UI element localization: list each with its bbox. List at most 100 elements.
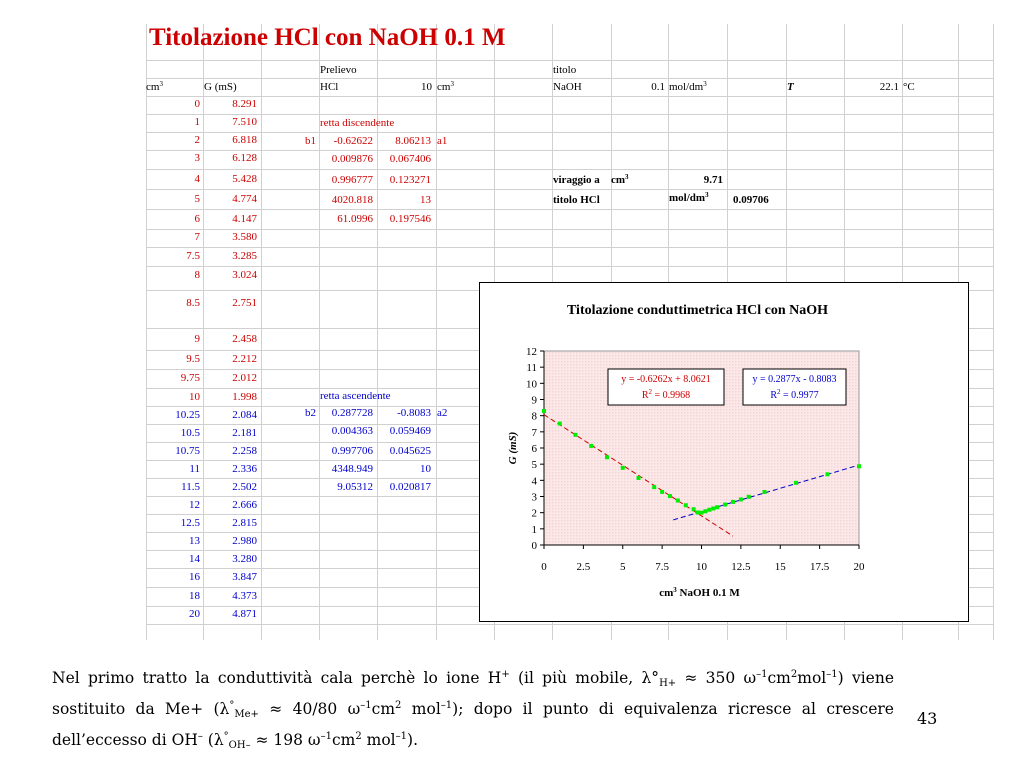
volume-cell: 9: [194, 333, 201, 345]
data-point: [857, 464, 861, 469]
data-point: [683, 503, 688, 508]
data-point: [695, 510, 700, 515]
b2-label: b2: [305, 407, 316, 419]
prelievo-label: Prelievo: [320, 64, 357, 76]
descending-line-label: retta discendente: [320, 117, 395, 129]
volume-cell: 20: [189, 608, 200, 620]
y-axis-label: G (mS): [507, 432, 519, 465]
naoh-label: NaOH: [553, 81, 582, 93]
x-tick-label: 7.5: [655, 561, 669, 573]
data-point: [715, 505, 720, 510]
data-point: [794, 480, 798, 485]
hcl-unit: cm3: [437, 80, 454, 94]
volume-cell: 18: [189, 590, 200, 602]
regression-stat-cell: 0.045625: [389, 445, 431, 457]
x-tick-label: 0: [541, 561, 547, 573]
volume-cell: 6: [194, 213, 201, 225]
data-point: [762, 489, 767, 494]
volume-cell: 8.5: [186, 297, 200, 309]
viraggio-label: viraggio a: [553, 174, 600, 186]
temperature-symbol: T: [787, 81, 794, 93]
conductance-cell: 2.258: [232, 445, 257, 457]
conductance-cell: 2.666: [232, 499, 257, 511]
conductance-cell: 2.336: [232, 463, 257, 475]
titolo-hcl-unit: mol/dm3: [669, 191, 709, 205]
regression-stat-cell: -0.8083: [397, 407, 431, 419]
chart-canvas: Titolazione conduttimetrica HCl con NaOH…: [507, 303, 865, 599]
conductance-cell: 8.291: [232, 98, 257, 110]
volume-cell: 12.5: [180, 517, 200, 529]
column-header-volume: cm3: [146, 80, 163, 94]
data-point: [825, 472, 830, 477]
data-point: [707, 507, 712, 512]
x-axis-label: cm3 NaOH 0.1 M: [659, 586, 740, 599]
equation-box-1: [607, 368, 725, 406]
y-tick-label: 6: [532, 443, 538, 455]
data-point: [746, 494, 751, 499]
volume-cell: 9.5: [186, 353, 200, 365]
page-number: 43: [917, 709, 938, 728]
regression-stat-cell: 10: [420, 463, 431, 475]
regression-stat-cell: 9.05312: [337, 481, 373, 493]
volume-cell: 10.25: [175, 409, 200, 421]
data-point: [620, 465, 625, 470]
volume-cell: 13: [189, 535, 200, 547]
y-tick-label: 9: [532, 395, 538, 407]
conductance-cell: 3.580: [232, 231, 257, 243]
volume-cell: 9.75: [180, 372, 200, 384]
regression-stat-cell: 0.009876: [331, 153, 373, 165]
y-tick-label: 4: [532, 475, 538, 487]
titolo-label: titolo: [553, 64, 577, 76]
y-tick-label: 5: [532, 459, 538, 471]
volume-cell: 10.5: [180, 427, 200, 439]
volume-cell: 3: [194, 152, 201, 164]
conductance-cell: 3.024: [232, 269, 257, 281]
regression-stat-cell: 0.123271: [389, 174, 431, 186]
hcl-label: HCl: [320, 81, 339, 93]
x-tick-label: 5: [620, 561, 626, 573]
conductance-cell: 4.147: [232, 213, 257, 225]
y-tick-label: 12: [526, 346, 537, 358]
volume-cell: 8: [194, 269, 201, 281]
data-point: [660, 489, 665, 494]
r-squared-label: R2 = 0.9977: [770, 388, 818, 401]
viraggio-value: 9.71: [703, 174, 723, 186]
volume-cell: 10.75: [175, 445, 200, 457]
conductance-cell: 2.084: [232, 409, 257, 421]
conductance-cell: 2.181: [232, 427, 257, 439]
conductance-cell: 4.774: [232, 193, 257, 205]
regression-stat-cell: 13: [420, 194, 431, 206]
data-point: [636, 475, 641, 480]
regression-stat-cell: 4020.818: [331, 194, 373, 206]
x-tick-label: 12.5: [731, 561, 751, 573]
data-point: [542, 408, 546, 413]
volume-cell: 10: [189, 391, 200, 403]
conductance-cell: 5.428: [232, 173, 257, 185]
regression-stat-cell: 0.020817: [389, 481, 431, 493]
conductance-cell: 3.280: [232, 553, 257, 565]
data-point: [703, 509, 708, 514]
conductance-cell: 2.815: [232, 517, 257, 529]
regression-stat-cell: 0.059469: [389, 425, 431, 437]
r-squared-label: R2 = 0.9968: [642, 388, 690, 401]
a1-label: a1: [437, 135, 448, 147]
data-point: [589, 443, 594, 448]
data-point: [557, 421, 562, 426]
conductometric-titration-chart[interactable]: Titolazione conduttimetrica HCl con NaOH…: [479, 282, 969, 622]
conductance-cell: 6.818: [232, 134, 257, 146]
volume-cell: 2: [194, 134, 201, 146]
volume-cell: 11: [189, 463, 200, 475]
data-point: [723, 502, 728, 507]
x-tick-label: 17.5: [810, 561, 830, 573]
volume-cell: 12: [189, 499, 200, 511]
data-point: [731, 499, 735, 504]
data-point: [699, 510, 704, 515]
y-tick-label: 2: [532, 508, 538, 520]
conductance-cell: 4.373: [232, 590, 257, 602]
conductance-cell: 3.847: [232, 571, 257, 583]
data-point: [573, 432, 578, 437]
y-tick-label: 8: [532, 411, 538, 423]
b1-label: b1: [305, 135, 316, 147]
regression-stat-cell: 0.287728: [331, 407, 373, 419]
column-header-conductance: G (mS): [204, 81, 237, 93]
